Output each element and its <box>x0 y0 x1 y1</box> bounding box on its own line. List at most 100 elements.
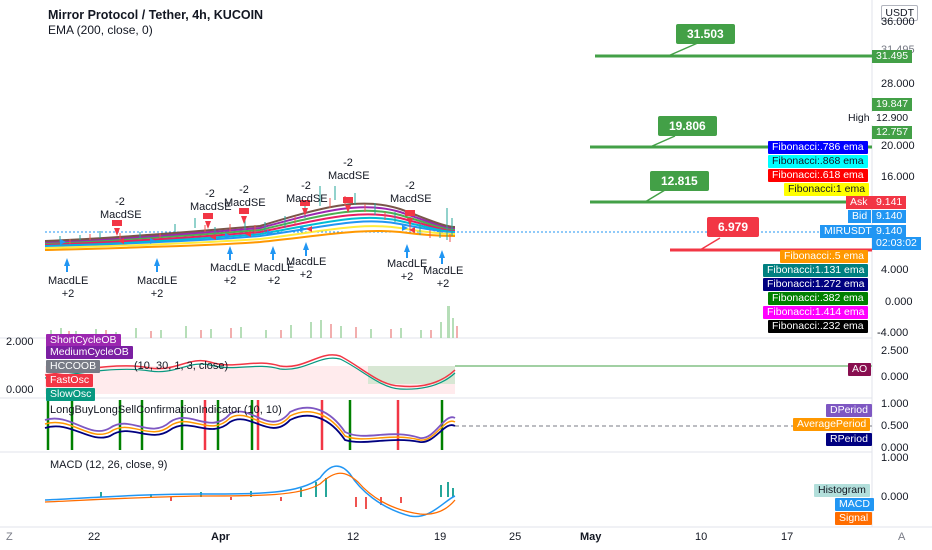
fib-callout[interactable]: 19.806 <box>658 116 717 136</box>
price-tick: 36.000 <box>881 16 915 28</box>
fib-label: Fibonacci:1 ema <box>784 183 870 196</box>
time-tick: 17 <box>781 531 794 543</box>
bid-price-badge: 9.140 <box>872 210 907 223</box>
sell-signal: -2 MacdSE <box>328 157 370 183</box>
signal-label: Signal <box>835 512 873 525</box>
high-label: High <box>844 112 874 125</box>
fib-label: Fibonacci:.382 ema <box>768 292 868 305</box>
fast-osc-line <box>44 354 456 388</box>
average-period-line <box>44 411 456 441</box>
longbuy-indicator-title[interactable]: LongBuyLongSellConfirmationIndicator (10… <box>50 404 282 416</box>
dperiod-line <box>44 406 456 439</box>
histogram-label: Histogram <box>814 484 870 497</box>
candle-countdown: 02:03:02 <box>872 237 921 250</box>
time-tick: 10 <box>695 531 708 543</box>
osc-legend-item: HCCOOB <box>46 360 101 373</box>
signal-text: MacdLE <box>286 256 327 268</box>
osc-right-tick: 0.000 <box>881 371 909 383</box>
currency-button[interactable]: USDT <box>881 5 918 21</box>
signal-value: +2 <box>436 278 450 290</box>
buy-signal: MacdLE +2 <box>254 262 294 288</box>
signal-text: MacdSE <box>286 193 328 205</box>
symbol-label: MIRUSDT <box>820 225 876 238</box>
fib-label: Fibonacci:.5 ema <box>780 250 868 263</box>
fib-callout[interactable]: 12.815 <box>650 171 709 191</box>
fib-label: Fibonacci:.868 ema <box>768 155 868 168</box>
buy-signal: MacdLE +2 <box>210 262 250 288</box>
auto-scale-button[interactable]: A <box>898 531 906 543</box>
signal-value: +2 <box>223 275 237 287</box>
buy-signal: MacdLE +2 <box>423 265 463 291</box>
dperiod-label: DPeriod <box>826 404 872 417</box>
osc-indicator-title[interactable]: (10, 30, 1, 3, close) <box>134 360 229 372</box>
signal-text: MacdSE <box>390 193 432 205</box>
macd-tick: 1.000 <box>881 452 909 464</box>
time-tick: 25 <box>509 531 522 543</box>
signal-text: MacdLE <box>387 258 428 270</box>
fib-label: Fibonacci:1.131 ema <box>763 264 869 277</box>
signal-text: MacdLE <box>254 262 295 274</box>
signal-value: -2 <box>343 157 353 169</box>
last-price-badge: 9.140 <box>872 225 907 238</box>
timezone-button[interactable]: Z <box>6 531 13 543</box>
signal-value: -2 <box>405 180 415 192</box>
signal-text: MacdLE <box>137 275 178 287</box>
signal-line <box>44 472 456 515</box>
signal-text: MacdSE <box>328 170 370 182</box>
price-badge: 19.847 <box>872 98 913 111</box>
signal-text: MacdSE <box>190 201 232 213</box>
ema-indicator-label[interactable]: EMA (200, close, 0) <box>48 23 153 37</box>
ao-label: AO <box>848 363 872 376</box>
signal-value: +2 <box>150 288 164 300</box>
time-tick: 19 <box>434 531 447 543</box>
fib-label: Fibonacci:1.414 ema <box>763 306 869 319</box>
osc-legend-item: SlowOsc <box>46 388 96 401</box>
osc-right-tick: 2.500 <box>881 345 909 357</box>
sell-signal: -2 MacdSE <box>224 184 266 210</box>
buy-signal: MacdLE +2 <box>137 275 177 301</box>
longbuy-tick: 0.000 <box>881 442 909 454</box>
buy-signal: MacdLE +2 <box>286 256 326 282</box>
macd-label: MACD <box>835 498 874 511</box>
signal-value: -2 <box>301 180 311 192</box>
signal-value: -2 <box>239 184 249 196</box>
price-badge: 12.757 <box>872 126 913 139</box>
osc-left-tick: 0.000 <box>6 384 34 396</box>
chart-title: Mirror Protocol / Tether, 4h, KUCOIN <box>48 8 264 22</box>
fib-label: Fibonacci:1.272 ema <box>763 278 869 291</box>
sell-signal: -2 MacdSE <box>100 196 142 222</box>
rperiod-line <box>44 414 456 443</box>
time-tick: Apr <box>211 531 230 543</box>
fib-label: Fibonacci:.786 ema <box>768 141 868 154</box>
fib-callout[interactable]: 6.979 <box>707 217 760 237</box>
fib-label: Fibonacci:.232 ema <box>768 320 868 333</box>
macd-tick: 0.000 <box>881 491 909 503</box>
price-tick: 0.000 <box>885 296 913 308</box>
fib-callout[interactable]: 31.503 <box>676 24 735 44</box>
signal-text: MacdSE <box>224 197 266 209</box>
price-tick: 20.000 <box>881 140 915 152</box>
macd-indicator-title[interactable]: MACD (12, 26, close, 9) <box>50 459 168 471</box>
rperiod-label: RPeriod <box>826 433 872 446</box>
time-tick: 12 <box>347 531 360 543</box>
buy-arrows <box>64 242 445 272</box>
signal-value: -2 <box>205 188 215 200</box>
osc-legend-item: FastOsc <box>46 374 94 387</box>
longbuy-tick: 0.500 <box>881 420 909 432</box>
average-period-label: AveragePeriod <box>793 418 871 431</box>
signal-text: MacdSE <box>100 209 142 221</box>
fib-label: Fibonacci:.618 ema <box>768 169 868 182</box>
ema-ribbon <box>44 202 456 251</box>
buy-signal: MacdLE +2 <box>48 275 88 301</box>
sell-signal: -2 MacdSE <box>390 180 432 206</box>
buy-signal: MacdLE +2 <box>387 258 427 284</box>
slow-osc-line <box>44 357 456 390</box>
sell-signal: -2 MacdSE <box>286 180 328 206</box>
osc-left-tick: 2.000 <box>6 336 34 348</box>
price-tick: 4.000 <box>881 264 909 276</box>
bid-label: Bid <box>848 210 872 223</box>
signal-text: MacdLE <box>423 265 464 277</box>
volume-bars <box>50 306 454 338</box>
time-tick: 22 <box>88 531 101 543</box>
